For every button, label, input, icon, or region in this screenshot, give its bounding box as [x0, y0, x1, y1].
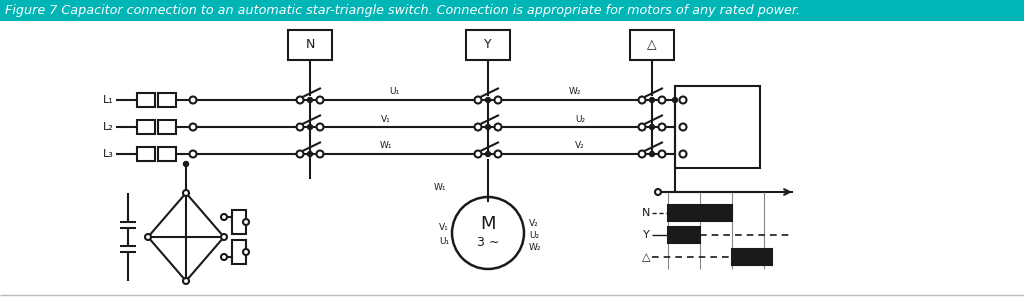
Bar — [0, 0, 1024, 21]
Circle shape — [189, 123, 197, 131]
Bar — [288, 30, 332, 60]
Text: L₂: L₂ — [102, 122, 114, 132]
Circle shape — [452, 197, 524, 269]
Circle shape — [474, 150, 481, 157]
Circle shape — [680, 150, 686, 157]
Circle shape — [474, 123, 481, 131]
Circle shape — [639, 123, 645, 131]
Bar — [232, 240, 246, 264]
Text: U₂: U₂ — [574, 114, 585, 123]
Text: V₁: V₁ — [381, 114, 391, 123]
Text: Y: Y — [484, 39, 492, 51]
Circle shape — [307, 98, 312, 103]
Text: △: △ — [647, 39, 656, 51]
Circle shape — [183, 162, 188, 166]
Circle shape — [495, 123, 502, 131]
Bar — [158, 120, 176, 134]
Circle shape — [658, 150, 666, 157]
Circle shape — [485, 125, 490, 129]
Bar — [158, 93, 176, 107]
Circle shape — [145, 234, 151, 240]
Circle shape — [316, 123, 324, 131]
Circle shape — [297, 150, 303, 157]
Circle shape — [680, 123, 686, 131]
Text: V₁: V₁ — [439, 224, 449, 232]
Circle shape — [243, 219, 249, 225]
Circle shape — [183, 190, 189, 196]
Text: W₁: W₁ — [433, 182, 446, 191]
Bar — [137, 147, 155, 161]
Text: M: M — [480, 215, 496, 233]
Bar — [137, 93, 155, 107]
Circle shape — [655, 189, 662, 195]
Circle shape — [649, 98, 654, 103]
Circle shape — [221, 254, 227, 260]
Text: N: N — [305, 39, 314, 51]
Bar — [466, 30, 510, 60]
Circle shape — [316, 150, 324, 157]
Text: Y: Y — [643, 230, 650, 240]
Text: 3 ∼: 3 ∼ — [477, 237, 499, 250]
Circle shape — [189, 97, 197, 104]
Bar — [732, 249, 772, 265]
Circle shape — [680, 97, 686, 104]
Circle shape — [658, 97, 666, 104]
Bar — [137, 120, 155, 134]
Circle shape — [639, 150, 645, 157]
Text: W₁: W₁ — [380, 141, 392, 150]
Text: L₁: L₁ — [102, 95, 114, 105]
Circle shape — [649, 151, 654, 157]
Text: △: △ — [641, 252, 650, 262]
Text: N: N — [642, 208, 650, 218]
Circle shape — [474, 97, 481, 104]
Text: W₂: W₂ — [529, 243, 542, 252]
Circle shape — [243, 249, 249, 255]
Circle shape — [649, 125, 654, 129]
Text: U₁: U₁ — [439, 237, 449, 246]
Circle shape — [639, 97, 645, 104]
Text: V₂: V₂ — [575, 141, 585, 150]
Bar — [232, 210, 246, 234]
Bar — [668, 227, 700, 243]
Text: V₂: V₂ — [529, 219, 539, 228]
Circle shape — [297, 97, 303, 104]
Circle shape — [316, 97, 324, 104]
Bar — [630, 30, 674, 60]
Bar — [675, 86, 760, 168]
Circle shape — [307, 151, 312, 157]
Circle shape — [221, 234, 227, 240]
Circle shape — [495, 97, 502, 104]
Circle shape — [485, 98, 490, 103]
Bar — [158, 147, 176, 161]
Circle shape — [221, 214, 227, 220]
Bar — [668, 205, 732, 221]
Text: W₂: W₂ — [568, 88, 582, 97]
Circle shape — [307, 125, 312, 129]
Text: U₂: U₂ — [529, 231, 539, 240]
Text: Figure 7 Capacitor connection to an automatic star-triangle switch. Connection i: Figure 7 Capacitor connection to an auto… — [5, 4, 800, 17]
Circle shape — [183, 278, 189, 284]
Circle shape — [495, 150, 502, 157]
Circle shape — [658, 123, 666, 131]
Circle shape — [673, 98, 678, 103]
Circle shape — [297, 123, 303, 131]
Text: U₁: U₁ — [389, 88, 399, 97]
Text: L₃: L₃ — [102, 149, 114, 159]
Circle shape — [189, 150, 197, 157]
Circle shape — [485, 151, 490, 157]
